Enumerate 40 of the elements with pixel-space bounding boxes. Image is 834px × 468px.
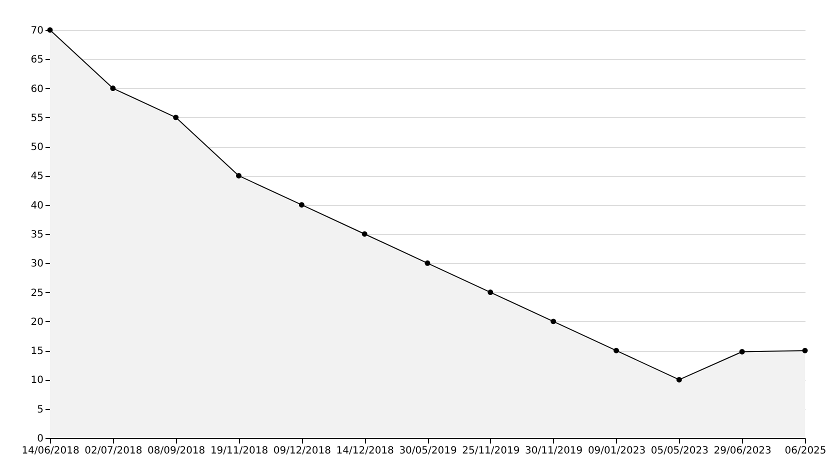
y-tick-label: 10 xyxy=(30,375,44,386)
x-tick-label: 30/11/2019 xyxy=(525,446,583,456)
y-tick-label: 70 xyxy=(30,26,44,36)
point xyxy=(173,114,179,120)
y-tick-label: 15 xyxy=(30,346,44,358)
x-tick-label: 29/06/2023 xyxy=(714,446,772,456)
point xyxy=(236,172,242,178)
x-tick-label: 06/2025 xyxy=(784,446,826,456)
point xyxy=(488,290,494,296)
y-tick-label: 0 xyxy=(37,434,44,444)
y-tick-label: 50 xyxy=(30,142,44,154)
y-tick-label: 20 xyxy=(30,316,44,328)
point xyxy=(739,349,745,354)
x-tick-label: 19/11/2018 xyxy=(210,446,268,456)
x-tick-label: 05/05/2023 xyxy=(650,446,708,456)
y-tick-label: 45 xyxy=(30,171,44,182)
point xyxy=(362,231,368,237)
x-tick-label: 09/12/2018 xyxy=(273,446,331,456)
point xyxy=(550,318,556,324)
y-tick-label: 5 xyxy=(37,404,44,416)
x-tick-label: 14/06/2018 xyxy=(22,446,80,456)
point xyxy=(298,202,304,208)
point xyxy=(676,376,682,382)
x-tick-label: 08/09/2018 xyxy=(148,446,206,456)
x-tick-label: 25/11/2019 xyxy=(462,446,520,456)
x-tick-label: 14/12/2018 xyxy=(336,446,394,456)
point xyxy=(802,348,808,354)
y-tick-label: 25 xyxy=(30,288,44,299)
y-tick-label: 40 xyxy=(30,200,44,212)
x-tick-label: 02/07/2018 xyxy=(84,446,142,456)
y-tick-label: 60 xyxy=(30,84,44,95)
point xyxy=(424,260,430,266)
point xyxy=(110,86,116,92)
y-tick-label: 55 xyxy=(30,112,44,124)
x-tick-label: 09/01/2023 xyxy=(588,446,646,456)
y-tick-label: 30 xyxy=(30,258,44,270)
y-tick-label: 35 xyxy=(30,230,44,240)
point xyxy=(614,348,619,354)
x-tick-label: 30/05/2019 xyxy=(399,446,457,456)
y-tick-label: 65 xyxy=(30,54,44,66)
